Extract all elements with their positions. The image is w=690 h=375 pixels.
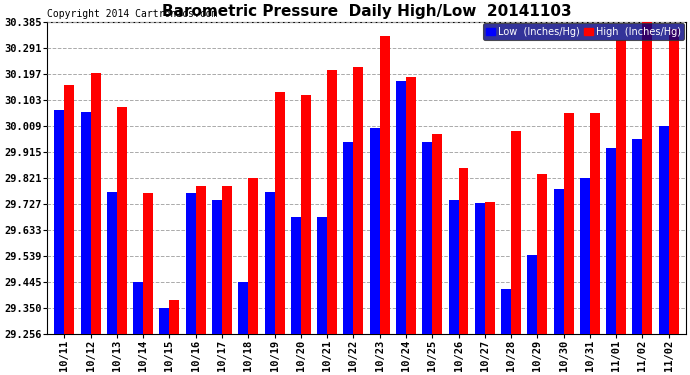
Bar: [580, 178, 590, 334]
Bar: [107, 192, 117, 334]
Bar: [396, 81, 406, 334]
Bar: [275, 92, 284, 334]
Bar: [196, 186, 206, 334]
Bar: [475, 203, 485, 334]
Bar: [186, 193, 196, 334]
Bar: [248, 178, 258, 334]
Bar: [501, 289, 511, 334]
Bar: [633, 139, 642, 334]
Bar: [317, 217, 327, 334]
Bar: [616, 40, 627, 334]
Bar: [353, 68, 364, 334]
Bar: [564, 113, 573, 334]
Bar: [212, 200, 222, 334]
Bar: [264, 192, 275, 334]
Bar: [143, 193, 153, 334]
Bar: [590, 113, 600, 334]
Bar: [133, 282, 143, 334]
Bar: [301, 95, 310, 334]
Bar: [538, 174, 547, 334]
Bar: [659, 126, 669, 334]
Bar: [448, 200, 459, 334]
Bar: [459, 168, 469, 334]
Bar: [370, 128, 380, 334]
Bar: [344, 142, 353, 334]
Bar: [90, 73, 101, 334]
Bar: [170, 300, 179, 334]
Bar: [485, 201, 495, 334]
Bar: [159, 308, 170, 334]
Bar: [642, 18, 653, 334]
Bar: [81, 112, 90, 334]
Bar: [117, 108, 127, 334]
Bar: [607, 148, 616, 334]
Bar: [422, 142, 432, 334]
Legend: Low  (Inches/Hg), High  (Inches/Hg): Low (Inches/Hg), High (Inches/Hg): [482, 23, 684, 40]
Bar: [55, 110, 64, 334]
Bar: [222, 186, 232, 334]
Bar: [64, 86, 75, 334]
Bar: [669, 28, 679, 334]
Bar: [432, 134, 442, 334]
Bar: [238, 282, 248, 334]
Bar: [527, 255, 538, 334]
Title: Barometric Pressure  Daily High/Low  20141103: Barometric Pressure Daily High/Low 20141…: [161, 4, 571, 19]
Text: Copyright 2014 Cartronics.com: Copyright 2014 Cartronics.com: [47, 9, 217, 19]
Bar: [406, 77, 416, 334]
Bar: [553, 189, 564, 334]
Bar: [291, 217, 301, 334]
Bar: [327, 70, 337, 334]
Bar: [511, 131, 521, 334]
Bar: [380, 36, 390, 334]
